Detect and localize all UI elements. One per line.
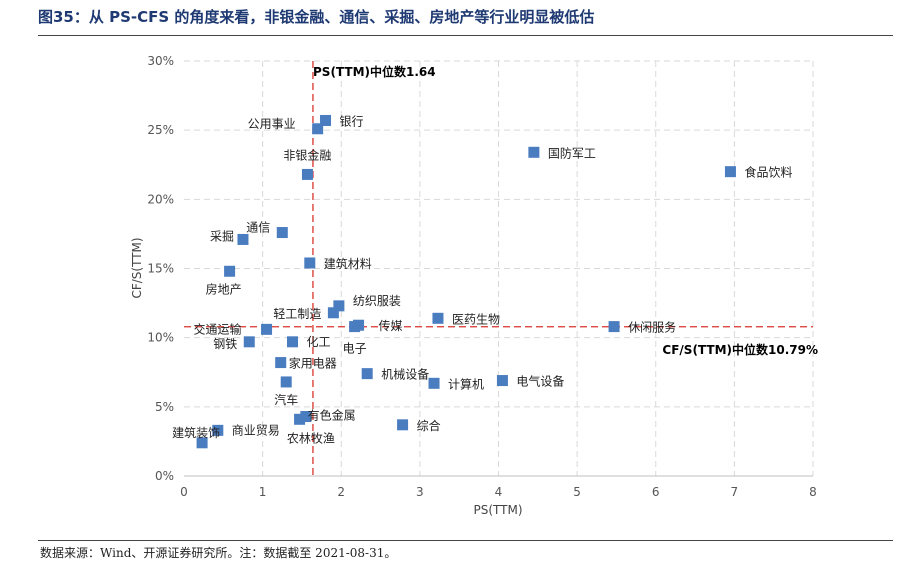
point-label: 医药生物 (452, 312, 500, 326)
x-tick-label: 0 (180, 485, 188, 499)
x-tick-label: 6 (652, 485, 660, 499)
point-marker (320, 114, 332, 126)
point-marker (496, 375, 508, 387)
point-label: 通信 (246, 221, 270, 235)
data-points (196, 114, 736, 449)
source-note: 数据来源：Wind、开源证券研究所。注：数据截至 2021-08-31。 (40, 546, 397, 560)
point-label: 农林牧渔 (287, 432, 335, 446)
point-label: 电子 (343, 342, 367, 356)
point-marker (237, 233, 249, 245)
y-axis-title: CF/S(TTM) (130, 237, 144, 298)
point-label: 公用事业 (248, 117, 296, 131)
point-label: 轻工制造 (273, 307, 321, 321)
x-tick-label: 4 (495, 485, 503, 499)
figure-title: 图35：从 PS-CFS 的角度来看，非银金融、通信、采掘、房地产等行业明显被低… (38, 8, 595, 26)
point-label: 机械设备 (381, 367, 429, 382)
point-label: 化工 (307, 335, 331, 349)
point-label: 家用电器 (289, 356, 337, 371)
point-marker (301, 168, 313, 180)
point-label: 计算机 (448, 376, 484, 391)
title-rule (38, 35, 893, 36)
point-marker (312, 123, 324, 135)
point-marker (361, 368, 373, 380)
x-tick-label: 2 (337, 485, 345, 499)
point-marker (280, 376, 292, 388)
point-marker (212, 424, 224, 436)
grid-lines (184, 60, 814, 476)
point-label: 商业贸易 (232, 422, 280, 437)
point-marker (294, 413, 306, 425)
point-label: 电气设备 (516, 374, 564, 389)
point-marker (276, 227, 288, 239)
x-tick-label: 5 (573, 485, 581, 499)
point-label: 采掘 (210, 228, 234, 243)
y-tick-label: 0% (155, 469, 174, 483)
point-marker (224, 265, 236, 277)
x-tick-label: 1 (259, 485, 267, 499)
point-label: 房地产 (206, 281, 242, 296)
x-tick-label: 8 (809, 485, 817, 499)
point-marker (432, 312, 444, 324)
point-marker (333, 300, 345, 312)
point-label: 传媒 (379, 318, 403, 333)
axis-ticks: 0% 5% 10% 15% 20% 25% 30% 0 1 2 3 4 5 6 7 8 (147, 54, 816, 499)
point-marker (397, 419, 409, 431)
point-label: 钢铁 (213, 337, 237, 351)
point-label: 有色金属 (308, 407, 356, 422)
source-rule (38, 540, 893, 541)
x-axis-title: PS(TTM) (473, 503, 522, 517)
point-label: 交通运输 (194, 321, 242, 336)
point-marker (196, 437, 208, 449)
point-label: 综合 (417, 418, 441, 433)
point-label: 国防军工 (548, 145, 596, 160)
point-marker (528, 146, 540, 158)
point-marker (608, 321, 620, 333)
median-x-label: PS(TTM)中位数1.64 (313, 64, 436, 79)
point-marker (261, 323, 273, 335)
point-label: 汽车 (274, 392, 298, 407)
y-tick-label: 5% (155, 400, 174, 414)
y-tick-label: 15% (147, 262, 174, 276)
point-label: 建筑材料 (324, 256, 372, 271)
point-marker (304, 257, 316, 269)
point-label: 非银金融 (283, 147, 331, 162)
point-marker (275, 357, 287, 369)
point-label: 建筑装饰 (172, 425, 220, 440)
x-tick-label: 3 (416, 485, 424, 499)
point-marker (327, 307, 339, 319)
point-marker (724, 166, 736, 178)
point-marker (287, 336, 299, 348)
y-tick-label: 30% (147, 54, 174, 68)
point-label: 休闲服务 (628, 320, 676, 335)
point-label: 纺织服装 (353, 294, 401, 308)
point-marker (349, 321, 361, 333)
scatter-chart: 0% 5% 10% 15% 20% 25% 30% 0 1 2 3 4 5 6 7 8 银行 公用事业国防军工食… (130, 54, 818, 517)
point-label: 食品饮料 (744, 165, 792, 180)
y-tick-label: 20% (147, 192, 174, 206)
point-marker (300, 411, 312, 423)
point-marker (243, 336, 255, 348)
y-tick-label: 25% (147, 123, 174, 137)
y-tick-label: 10% (147, 331, 174, 345)
point-label: 银行 (340, 114, 364, 128)
x-tick-label: 7 (731, 485, 739, 499)
median-y-label: CF/S(TTM)中位数10.79% (662, 342, 818, 357)
point-marker (428, 377, 440, 389)
